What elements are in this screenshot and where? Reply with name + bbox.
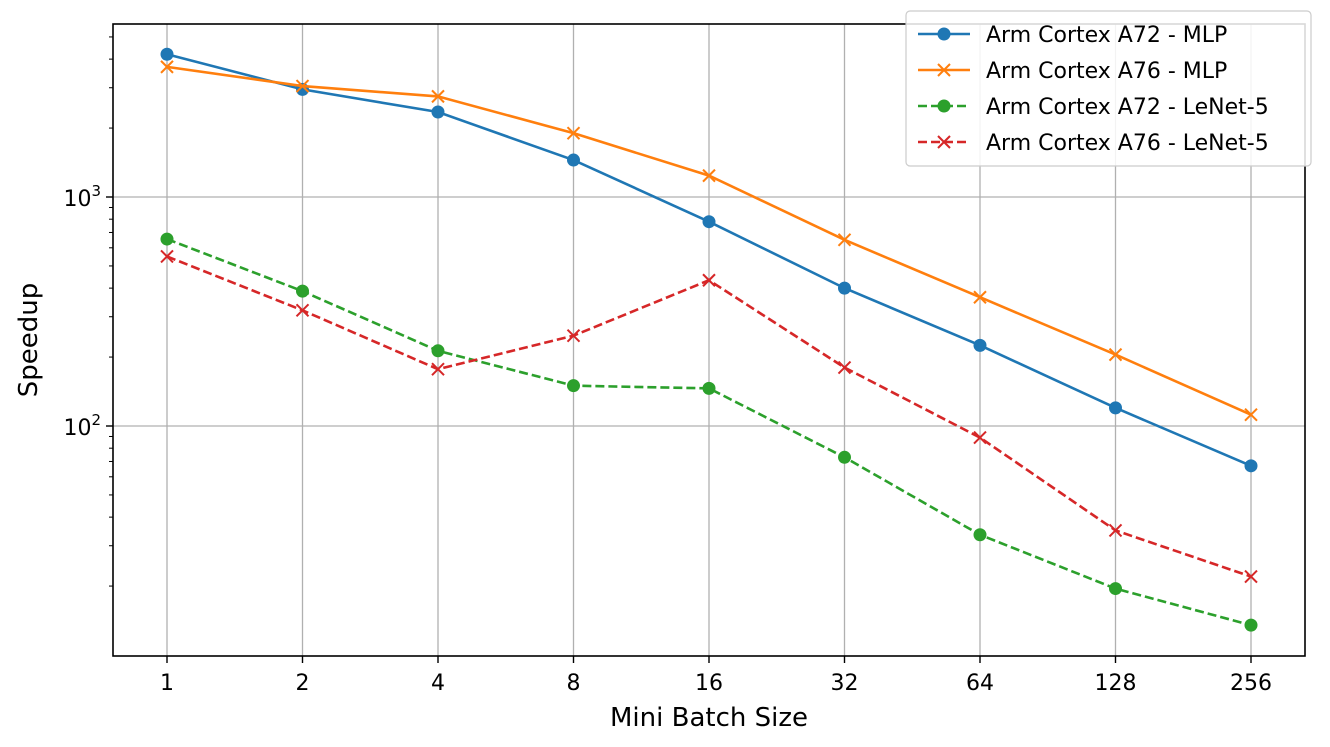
data-point (295, 79, 310, 93)
data-point (838, 281, 851, 295)
data-point (838, 450, 851, 464)
data-point (1108, 523, 1123, 538)
data-point (431, 362, 445, 376)
x-tick-label: 1 (160, 671, 174, 696)
data-point (937, 135, 951, 149)
y-axis: 102 103 (63, 36, 113, 587)
data-point (702, 381, 716, 395)
data-point (702, 215, 716, 229)
data-point (1244, 569, 1258, 584)
legend-entry: Arm Cortex A72 - MLP (918, 23, 1227, 48)
legend: Arm Cortex A72 - MLP Arm Cortex A76 - MLP… (905, 10, 1312, 167)
legend-entry: Arm Cortex A76 - MLP (918, 59, 1227, 84)
data-point (567, 379, 580, 393)
data-point (1109, 582, 1122, 596)
legend-label: Arm Cortex A76 - MLP (986, 59, 1227, 84)
x-tick-label: 128 (1095, 671, 1137, 696)
data-point (1109, 401, 1122, 415)
y-tick-label: 103 (63, 182, 101, 212)
legend-label: Arm Cortex A72 - MLP (986, 23, 1227, 48)
x-tick-label: 8 (567, 671, 581, 696)
data-point (702, 273, 716, 287)
data-point (160, 232, 174, 246)
series-3 (160, 232, 1258, 632)
legend-label: Arm Cortex A76 - LeNet-5 (986, 131, 1269, 156)
x-axis: 1 2 4 8 16 32 64 128 256 (160, 656, 1272, 696)
data-point (937, 63, 951, 77)
y-tick-label: 102 (63, 411, 101, 441)
data-point (837, 233, 852, 247)
data-point (566, 126, 581, 140)
data-point (973, 528, 987, 542)
data-point (1244, 459, 1258, 473)
data-point (973, 430, 987, 445)
x-tick-label: 4 (431, 671, 445, 696)
data-point (837, 360, 852, 375)
data-point (296, 284, 309, 298)
data-point (937, 99, 951, 113)
series-2 (160, 60, 1258, 422)
x-tick-label: 32 (831, 671, 859, 696)
legend-label: Arm Cortex A72 - LeNet-5 (986, 95, 1269, 120)
series-4 (160, 249, 1258, 584)
data-point (1244, 408, 1258, 422)
data-point (431, 89, 445, 104)
data-point (431, 344, 445, 358)
data-point (431, 105, 445, 119)
data-point (160, 60, 174, 74)
data-point (1108, 347, 1123, 362)
data-point (973, 290, 987, 304)
y-axis-label: Speedup (14, 283, 44, 398)
legend-entry: Arm Cortex A76 - LeNet-5 (918, 131, 1269, 156)
x-tick-label: 256 (1230, 671, 1272, 696)
data-point (160, 249, 174, 264)
x-tick-label: 16 (695, 671, 723, 696)
data-point (566, 328, 581, 343)
data-point (702, 168, 716, 183)
legend-entry: Arm Cortex A72 - LeNet-5 (918, 95, 1269, 120)
legend-box (905, 10, 1312, 167)
series-layer (160, 47, 1258, 632)
data-point (937, 27, 951, 41)
data-point (295, 303, 310, 318)
data-point (160, 47, 174, 61)
data-point (973, 338, 987, 352)
data-point (1244, 618, 1258, 632)
x-tick-label: 2 (296, 671, 310, 696)
data-point (567, 153, 580, 167)
x-axis-label: Mini Batch Size (610, 703, 808, 733)
x-tick-label: 64 (966, 671, 994, 696)
